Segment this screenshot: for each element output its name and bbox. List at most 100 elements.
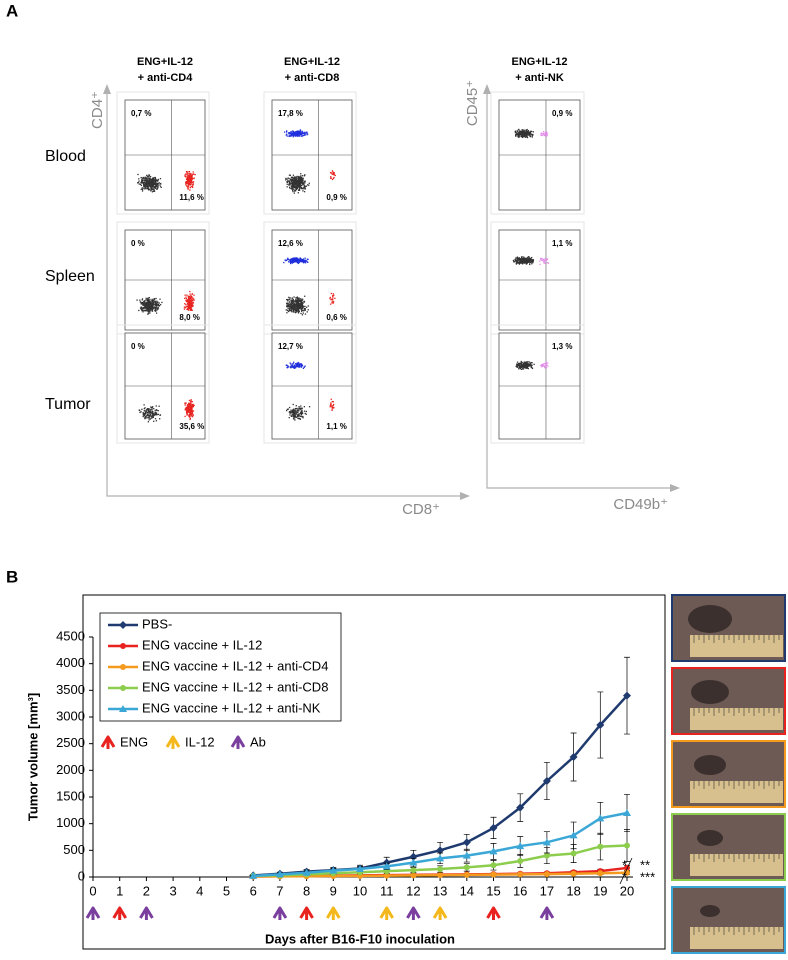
event-dot <box>141 189 142 190</box>
event-dot <box>190 177 191 178</box>
x-tick-label: 16 <box>513 883 527 898</box>
event-dot <box>151 179 152 180</box>
event-dot <box>300 185 301 186</box>
event-dot <box>289 135 290 136</box>
event-dot <box>188 403 189 404</box>
event-dot <box>525 364 526 365</box>
event-dot <box>295 297 296 298</box>
event-dot <box>290 367 291 368</box>
event-dot <box>294 413 295 414</box>
flow-plot: 1,3 % <box>491 325 584 443</box>
significance: *** <box>640 869 655 884</box>
event-dot <box>153 415 154 416</box>
event-dot <box>153 191 154 192</box>
event-dot <box>152 308 153 309</box>
event-dot <box>150 413 151 414</box>
event-dot <box>302 300 303 301</box>
event-dot <box>298 301 299 302</box>
event-dot <box>304 133 305 134</box>
event-dot <box>150 185 151 186</box>
event-dot <box>294 184 295 185</box>
event-dot <box>331 399 332 400</box>
y-tick-label: 2000 <box>56 762 85 777</box>
event-dot <box>292 181 293 182</box>
event-dot <box>152 413 153 414</box>
event-dot <box>146 302 147 303</box>
event-dot <box>533 131 534 132</box>
event-dot <box>157 187 158 188</box>
event-dot <box>288 299 289 300</box>
event-dot <box>299 132 300 133</box>
event-dot <box>159 299 160 300</box>
event-dot <box>302 188 303 189</box>
event-dot <box>155 179 156 180</box>
event-dot <box>153 300 154 301</box>
event-dot <box>190 173 191 174</box>
event-dot <box>150 416 151 417</box>
event-dot <box>188 297 189 298</box>
event-dot <box>542 260 543 261</box>
event-dot <box>332 296 333 297</box>
event-dot <box>298 311 299 312</box>
event-dot <box>293 177 294 178</box>
event-dot <box>301 302 302 303</box>
event-dot <box>529 361 530 362</box>
event-dot <box>531 367 532 368</box>
event-dot <box>293 304 294 305</box>
event-dot <box>303 184 304 185</box>
event-dot <box>290 188 291 189</box>
event-dot <box>146 417 147 418</box>
event-dot <box>155 188 156 189</box>
column-header: + anti-CD4 <box>138 72 194 84</box>
event-dot <box>298 362 299 363</box>
event-dot <box>291 133 292 134</box>
event-dot <box>287 303 288 304</box>
event-dot <box>291 411 292 412</box>
event-dot <box>147 414 148 415</box>
event-dot <box>521 134 522 135</box>
event-dot <box>295 414 296 415</box>
event-dot <box>530 364 531 365</box>
event-dot <box>529 264 530 265</box>
event-dot <box>306 307 307 308</box>
event-dot <box>529 133 530 134</box>
event-dot <box>287 186 288 187</box>
marker <box>410 867 416 873</box>
percent-label: 0 % <box>131 342 145 351</box>
event-dot <box>539 264 540 265</box>
event-dot <box>290 297 291 298</box>
event-dot <box>522 260 523 261</box>
event-dot <box>299 409 300 410</box>
event-dot <box>158 184 159 185</box>
event-dot <box>301 131 302 132</box>
event-dot <box>155 307 156 308</box>
event-dot <box>186 182 187 183</box>
event-dot <box>307 311 308 312</box>
event-dot <box>146 310 147 311</box>
event-dot <box>299 299 300 300</box>
x-tick-label: 13 <box>433 883 447 898</box>
event-dot <box>158 410 159 411</box>
event-dot <box>292 409 293 410</box>
event-dot <box>528 256 529 257</box>
event-dot <box>160 183 161 184</box>
event-dot <box>185 184 186 185</box>
event-dot <box>143 177 144 178</box>
event-dot <box>304 260 305 261</box>
event-dot <box>526 130 527 131</box>
event-dot <box>141 181 142 182</box>
event-dot <box>293 185 294 186</box>
event-dot <box>158 414 159 415</box>
event-dot <box>294 178 295 179</box>
event-dot <box>143 412 144 413</box>
event-dot <box>189 415 190 416</box>
event-dot <box>291 365 292 366</box>
event-dot <box>530 136 531 137</box>
event-dot <box>302 299 303 300</box>
event-dot <box>294 416 295 417</box>
event-dot <box>187 186 188 187</box>
event-dot <box>155 418 156 419</box>
event-dot <box>292 189 293 190</box>
event-dot <box>516 261 517 262</box>
event-dot <box>146 298 147 299</box>
